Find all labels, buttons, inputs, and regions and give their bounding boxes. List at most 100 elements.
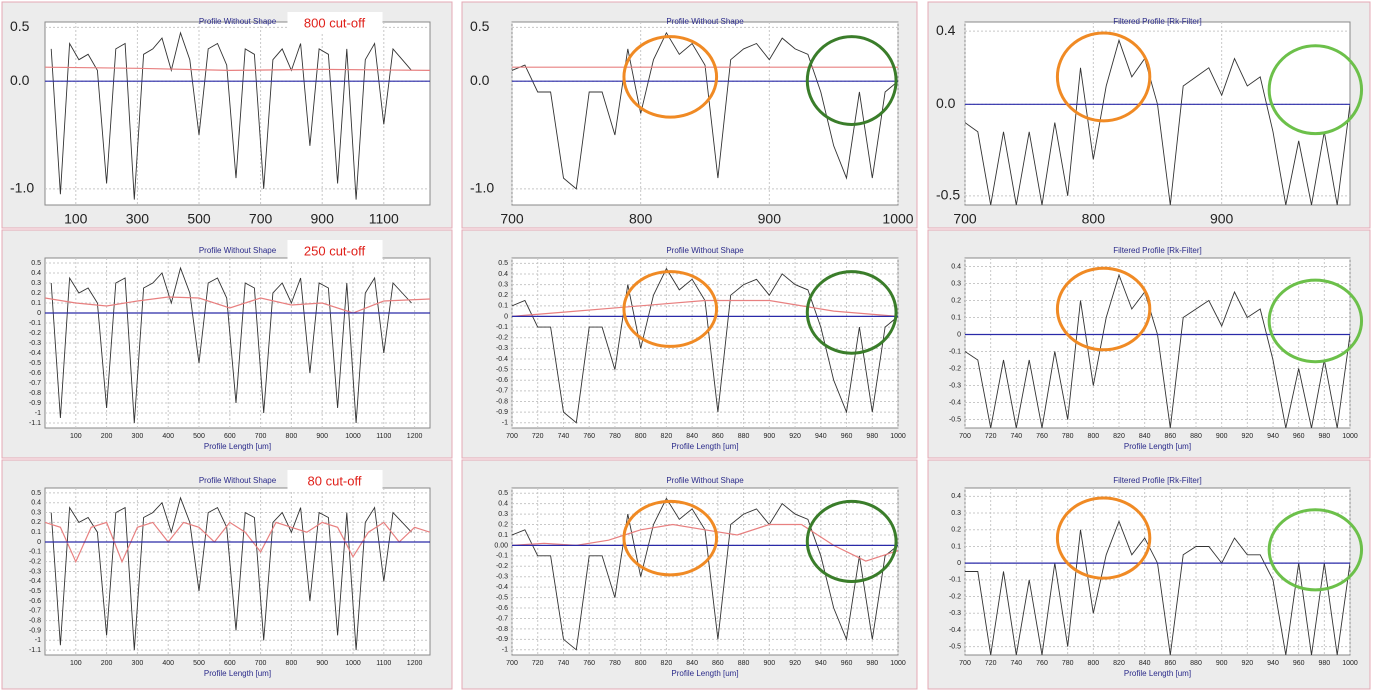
y-tick-label: -0.7 [29, 380, 41, 387]
y-tick-label: 0.1 [31, 300, 41, 307]
x-tick-label: 500 [187, 211, 211, 227]
y-tick-label: 0.3 [31, 509, 41, 516]
y-tick-label: -0.1 [29, 549, 41, 556]
profile-line [512, 299, 898, 317]
annotation-bg [287, 12, 383, 34]
x-tick-label: 800 [629, 211, 653, 227]
y-tick-label: 0 [37, 539, 41, 546]
x-tick-label: 500 [193, 660, 205, 667]
annotation: 800 cut-off [304, 15, 366, 30]
chart-panel: 0.5 0.4 0.3 0.2 0.1 0.00 -0.1 -0.2 -0.3 -0.4 -0.5 -… [461, 459, 918, 690]
x-tick-label: 1000 [1342, 433, 1358, 440]
x-tick-label: 700 [249, 211, 273, 227]
y-tick-label: -0.3 [496, 345, 508, 352]
highlight-circle [1267, 278, 1364, 364]
x-tick-label: 800 [286, 433, 298, 440]
y-tick-label: -1 [502, 420, 508, 427]
y-tick-label: -0.6 [496, 605, 508, 612]
x-tick-label: 820 [661, 433, 673, 440]
x-tick-label: 720 [532, 433, 544, 440]
x-tick-label: 880 [738, 660, 750, 667]
y-tick-label: -0.5 [949, 416, 961, 423]
annotation-bg [287, 240, 383, 262]
x-axis-label: Profile Length [um] [204, 442, 271, 451]
x-tick-label: 820 [1113, 433, 1125, 440]
x-tick-label: 980 [866, 433, 878, 440]
x-axis-label: Profile Length [um] [204, 669, 271, 678]
chart-panel: 0.4 0.3 0.2 0.1 0 -0.1 -0.2 -0.3 -0.4 -0.5 700 720 7… [927, 229, 1371, 459]
y-tick-label: -1 [502, 647, 508, 654]
y-tick-label: 0.1 [951, 314, 961, 321]
x-tick-label: 800 [286, 660, 298, 667]
plot-area [511, 257, 899, 429]
plot-lines [965, 520, 1350, 655]
annotation: 250 cut-off [304, 243, 366, 258]
y-tick-label: -0.2 [949, 365, 961, 372]
y-tick-label: 0.0 [936, 95, 956, 111]
x-tick-label: 840 [686, 660, 698, 667]
y-tick-label: -0.4 [496, 584, 508, 591]
y-tick-label: 0.0 [470, 72, 490, 88]
y-tick-label: -0.4 [29, 578, 41, 585]
x-tick-label: 800 [1087, 433, 1099, 440]
y-tick-label: -1.0 [470, 180, 494, 196]
y-tick-label: 0 [957, 331, 961, 338]
x-tick-label: 1200 [407, 660, 423, 667]
x-tick-label: 900 [1216, 660, 1228, 667]
x-tick-label: 900 [316, 433, 328, 440]
chart-panel: 0.5 0.4 0.3 0.2 0.1 0 -0.1 -0.2 -0.3 -0.4 -0.5 -0.6… [1, 229, 453, 459]
y-tick-label: 0.2 [31, 290, 41, 297]
x-tick-label: 1100 [376, 433, 391, 440]
x-tick-label: 900 [763, 660, 775, 667]
y-tick-label: -0.3 [29, 568, 41, 575]
x-tick-label: 1100 [369, 211, 399, 227]
y-tick-label: -0.6 [29, 598, 41, 605]
x-tick-label: 980 [1318, 660, 1330, 667]
x-tick-label: 700 [959, 433, 971, 440]
x-tick-label: 1000 [890, 660, 906, 667]
profile-line [45, 66, 430, 72]
y-tick-label: -1.1 [29, 647, 41, 654]
y-tick-label: 0.2 [498, 292, 508, 299]
y-tick-label: 0.5 [498, 260, 508, 267]
y-tick-label: -0.3 [949, 382, 961, 389]
y-tick-label: -0.2 [29, 330, 41, 337]
x-tick-label: 1000 [890, 433, 906, 440]
y-tick-label: -0.3 [496, 574, 508, 581]
x-tick-label: 900 [1210, 211, 1234, 227]
highlight-circle [1267, 508, 1364, 592]
y-tick-label: -0.2 [949, 593, 961, 600]
plot-lines [965, 38, 1350, 205]
plot-lines [512, 497, 898, 651]
plot-lines [45, 266, 430, 424]
highlight-circle [622, 35, 719, 119]
profile-line [50, 31, 412, 200]
chart-panel: 0.5 0.4 0.3 0.2 0.1 0 -0.1 -0.2 -0.3 -0.4 -0.5 -0.6… [461, 229, 918, 459]
x-tick-label: 200 [101, 660, 113, 667]
highlight-circle [1055, 266, 1152, 352]
y-tick-label: 0.00 [494, 542, 508, 549]
x-tick-label: 400 [162, 433, 174, 440]
x-tick-label: 1000 [345, 660, 361, 667]
x-tick-label: 900 [311, 211, 335, 227]
chart-panel: 0.5 0.0 -1.0 100 300 500 700 900 1100 Profile Wit… [1, 1, 453, 229]
chart-title: Filtered Profile [Rk-Filter] [1113, 17, 1201, 26]
chart-panel: 0.4 0.0 -0.5 700 800 900 Filtered Profile [Rk-… [927, 1, 1371, 229]
y-tick-label: 0.3 [951, 280, 961, 287]
x-tick-label: 1100 [376, 660, 391, 667]
x-tick-label: 860 [712, 660, 724, 667]
x-tick-label: 840 [686, 433, 698, 440]
x-tick-label: 880 [1190, 660, 1202, 667]
chart-title: Profile Without Shape [199, 476, 277, 485]
x-tick-label: 200 [101, 433, 113, 440]
plot-lines [512, 267, 898, 424]
highlight-circle [622, 499, 719, 577]
y-tick-label: 0.5 [31, 490, 41, 497]
y-tick-label: -0.1 [949, 577, 961, 584]
x-tick-label: 300 [126, 211, 150, 227]
y-tick-label: -0.5 [496, 594, 508, 601]
x-tick-label: 800 [1082, 211, 1106, 227]
profile-line [50, 496, 412, 651]
y-tick-label: -0.4 [949, 399, 961, 406]
